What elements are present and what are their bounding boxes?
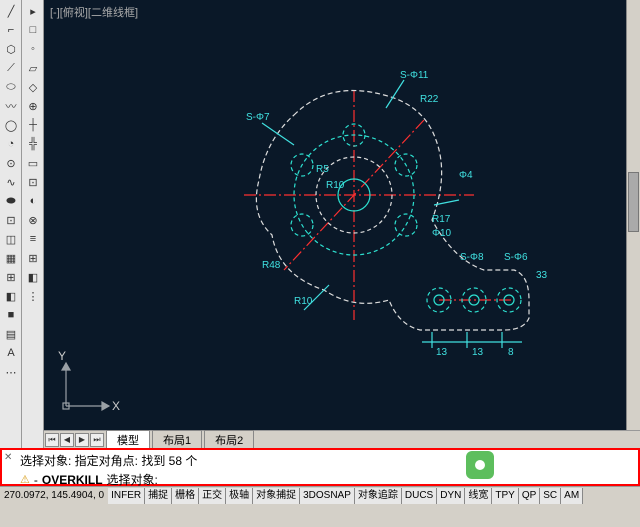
cad-drawing: S-Φ7 S-Φ11 R22 R5 R10 Φ4 R17 Φ10 R48 S-Φ… [174,60,574,400]
tool-button[interactable]: ⬬ [1,192,21,210]
tool-button[interactable]: 〰 [1,97,21,115]
status-toggle[interactable]: AM [561,488,583,504]
watermark: CAD教程AutoCAD [466,451,632,479]
svg-text:S-Φ8: S-Φ8 [460,252,484,263]
layout-tabs: ⏮◀▶⏭模型布局1布局2 [44,430,640,448]
tool-button[interactable]: ◦ [23,40,43,58]
status-toggle[interactable]: TPY [492,488,518,504]
tool-button[interactable]: ▭ [23,154,43,172]
tool-button[interactable]: ∿ [1,173,21,191]
status-toggle[interactable]: DUCS [402,488,437,504]
drawing-canvas[interactable]: [-][俯视][二维线框] [44,0,640,448]
tool-button[interactable]: ■ [1,306,21,324]
svg-text:R17: R17 [432,214,451,225]
command-icon: ⚠ [20,473,30,486]
viewport-label: [-][俯视][二维线框] [50,4,138,20]
tool-button[interactable]: ╬ [23,135,43,153]
tool-button[interactable]: ⊡ [1,211,21,229]
svg-text:R5: R5 [316,164,329,175]
svg-text:S-Φ6: S-Φ6 [504,252,528,263]
status-toggle[interactable]: SC [540,488,561,504]
svg-text:R10: R10 [294,296,313,307]
tool-button[interactable]: ◇ [23,78,43,96]
left-toolbar-2: ▸□◦▱◇⊕┼╬▭⊡◐⊗≡⊞◧⋮ [22,0,44,448]
svg-text:S-Φ11: S-Φ11 [400,70,429,81]
tool-button[interactable]: ⊞ [23,249,43,267]
layout-tab[interactable]: 布局2 [204,430,254,449]
tool-button[interactable]: ▤ [1,325,21,343]
tool-button[interactable]: ◔ [1,135,21,153]
status-toggle[interactable]: 对象捕捉 [253,488,300,504]
tool-button[interactable]: ▱ [23,59,43,77]
left-toolbar-1: ╱⌐⬡⟋⬭〰◯◔⊙∿⬬⊡◫▦⊞◧■▤A⋯ [0,0,22,448]
wechat-icon [466,451,494,479]
svg-text:R48: R48 [262,260,281,271]
tool-button[interactable]: ▸ [23,2,43,20]
tool-button[interactable]: ◫ [1,230,21,248]
tool-button[interactable]: ◧ [23,268,43,286]
tool-button[interactable]: ◐ [23,192,43,210]
tool-button[interactable]: ⊞ [1,268,21,286]
tool-button[interactable]: A [1,344,21,362]
tool-button[interactable]: ≡ [23,230,43,248]
status-toggle[interactable]: 捕捉 [145,488,172,504]
status-toggle[interactable]: 线宽 [465,488,492,504]
tool-button[interactable]: ⟋ [1,59,21,77]
tool-button[interactable]: ◯ [1,116,21,134]
tool-button[interactable]: □ [23,21,43,39]
tool-button[interactable]: ⊡ [23,173,43,191]
coordinates: 270.0972, 145.4904, 0 [0,490,108,501]
vertical-scrollbar[interactable] [626,0,640,430]
tool-button[interactable]: ⬡ [1,40,21,58]
status-toggle[interactable]: 对象追踪 [355,488,402,504]
tab-nav-button[interactable]: ⏮ [45,433,59,447]
status-toggle[interactable]: DYN [437,488,465,504]
ucs-icon: X Y [54,348,124,418]
tab-nav-button[interactable]: ▶ [75,433,89,447]
tool-button[interactable]: ◧ [1,287,21,305]
tool-button[interactable]: ┼ [23,116,43,134]
svg-text:33: 33 [536,270,548,281]
tool-button[interactable]: ⋮ [23,287,43,305]
tab-nav-button[interactable]: ◀ [60,433,74,447]
tool-button[interactable]: ▦ [1,249,21,267]
svg-text:X: X [112,399,120,413]
svg-text:S-Φ7: S-Φ7 [246,112,270,123]
svg-text:Y: Y [58,349,66,363]
tab-nav-button[interactable]: ⏭ [90,433,104,447]
svg-text:13: 13 [436,347,448,358]
svg-text:8: 8 [508,347,514,358]
tool-button[interactable]: ╱ [1,2,21,20]
layout-tab[interactable]: 模型 [106,430,150,449]
layout-tab[interactable]: 布局1 [152,430,202,449]
svg-text:13: 13 [472,347,484,358]
status-toggle[interactable]: 极轴 [226,488,253,504]
close-icon[interactable]: ✕ [4,452,16,464]
status-bar: 270.0972, 145.4904, 0INFER捕捉栅格正交极轴对象捕捉3D… [0,486,640,504]
status-toggle[interactable]: QP [519,488,540,504]
svg-text:R10: R10 [326,180,345,191]
tool-button[interactable]: ⋯ [1,363,21,381]
status-toggle[interactable]: 栅格 [172,488,199,504]
tool-button[interactable]: ⌐ [1,21,21,39]
tool-button[interactable]: ⬭ [1,78,21,96]
svg-text:Φ10: Φ10 [432,228,452,239]
status-toggle[interactable]: 3DOSNAP [300,488,355,504]
status-toggle[interactable]: 正交 [199,488,226,504]
status-toggle[interactable]: INFER [108,488,145,504]
tool-button[interactable]: ⊕ [23,97,43,115]
svg-text:R22: R22 [420,94,439,105]
tool-button[interactable]: ⊙ [1,154,21,172]
svg-text:Φ4: Φ4 [459,170,473,181]
tool-button[interactable]: ⊗ [23,211,43,229]
